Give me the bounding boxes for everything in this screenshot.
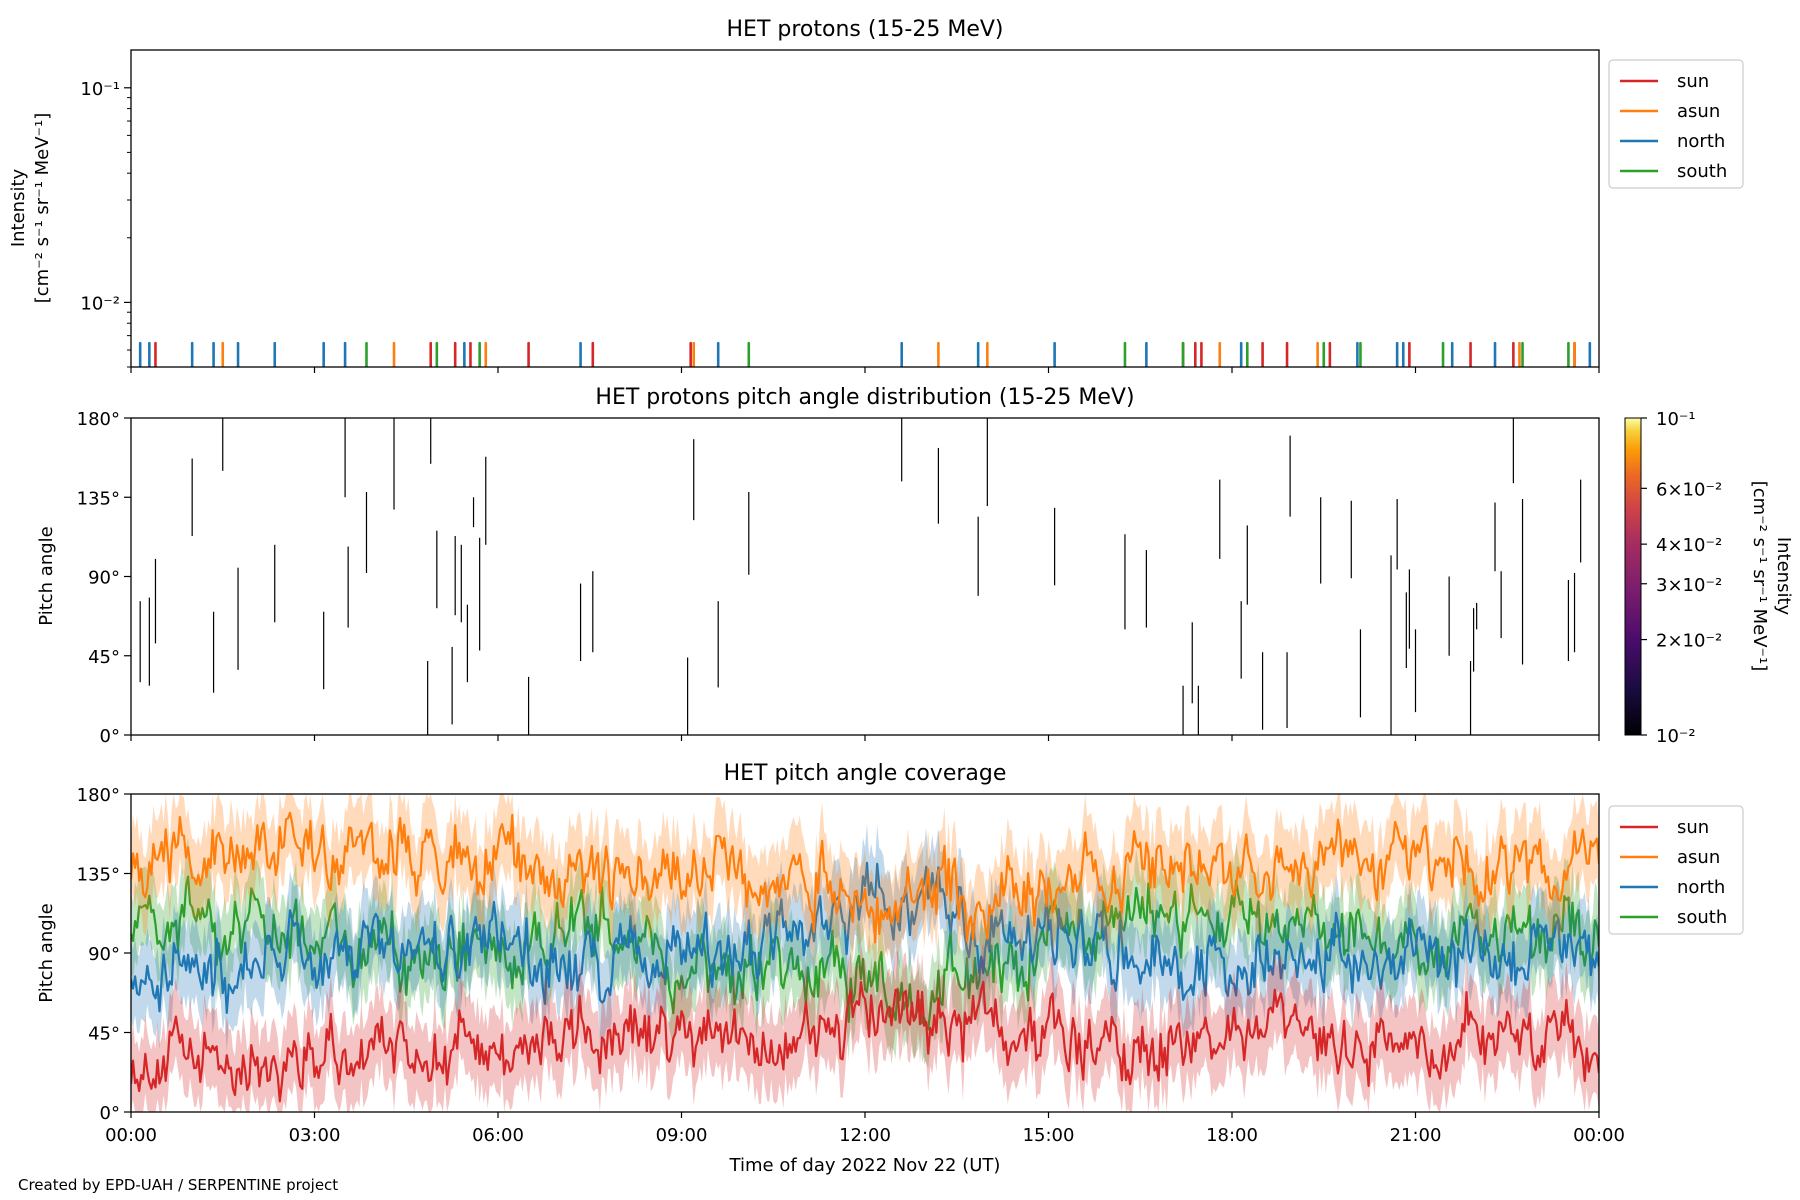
legend-label-north: north <box>1677 131 1725 152</box>
x-tick-label: 00:00 <box>105 1125 157 1146</box>
panel1-ylabel-line1: Intensity <box>8 168 29 247</box>
panel-pitch-distribution: HET protons pitch angle distribution (15… <box>36 385 1794 747</box>
y-tick-label: 0° <box>100 1103 120 1124</box>
panel3-legend: sun asun north south <box>1608 805 1744 935</box>
colorbar-tick-label: 6×10⁻² <box>1656 479 1722 500</box>
y-tick-label: 10⁻² <box>80 293 120 314</box>
coverage-line-north <box>131 861 1599 1014</box>
y-tick-label: 45° <box>88 1024 120 1045</box>
colorbar-tick-label: 10⁻² <box>1656 726 1696 747</box>
legend-label-asun: asun <box>1677 101 1720 122</box>
panel2-frame <box>130 417 1600 736</box>
x-axis-label: Time of day 2022 Nov 22 (UT) <box>729 1155 1001 1176</box>
colorbar-label-line1: Intensity <box>1773 537 1794 616</box>
panel3-axes: 00:00 03:00 06:00 09:00 12:00 15:00 18:00 21:00… <box>77 785 1625 1146</box>
panel2-ylabel: Pitch angle <box>36 526 57 625</box>
legend-label-sun: sun <box>1677 817 1709 838</box>
coverage-line-sun <box>131 980 1599 1103</box>
legend-box <box>1608 805 1744 935</box>
y-tick-label: 180° <box>77 409 120 430</box>
x-tick-label: 12:00 <box>839 1125 891 1146</box>
panel2-axes: 0° 45° 90° 135° 180° <box>77 409 1600 747</box>
coverage-line-asun <box>131 811 1599 944</box>
panel1-title: HET protons (15-25 MeV) <box>727 17 1004 42</box>
panel2-plot-area <box>139 418 1582 735</box>
colorbar-tick-label: 2×10⁻² <box>1656 631 1722 652</box>
y-tick-label: 90° <box>88 568 120 589</box>
x-tick-label: 06:00 <box>472 1125 524 1146</box>
panel1-ylabel-line2: [cm⁻² s⁻¹ sr⁻¹ MeV⁻¹] <box>32 113 53 304</box>
x-tick-label: 18:00 <box>1206 1125 1258 1146</box>
legend-label-north: north <box>1677 877 1725 898</box>
x-tick-label: 21:00 <box>1390 1125 1442 1146</box>
y-tick-label: 135° <box>77 488 120 509</box>
colorbar <box>1624 417 1642 736</box>
x-tick-label: 00:00 <box>1573 1125 1625 1146</box>
colorbar-tick-label: 3×10⁻² <box>1656 575 1722 596</box>
x-tick-label: 15:00 <box>1023 1125 1075 1146</box>
x-tick-label: 09:00 <box>656 1125 708 1146</box>
colorbar-tick-label: 10⁻¹ <box>1656 409 1696 430</box>
legend-label-asun: asun <box>1677 847 1720 868</box>
legend-box <box>1608 59 1744 189</box>
legend-label-south: south <box>1677 907 1727 928</box>
x-tick-label: 03:00 <box>289 1125 341 1146</box>
legend-label-south: south <box>1677 161 1727 182</box>
colorbar-label-line2: [cm⁻² s⁻¹ sr⁻¹ MeV⁻¹] <box>1749 481 1770 672</box>
panel3-title: HET pitch angle coverage <box>724 761 1007 786</box>
y-tick-label: 90° <box>88 944 120 965</box>
y-tick-label: 45° <box>88 647 120 668</box>
coverage-band-sun <box>131 943 1599 1112</box>
panel-intensity: HET protons (15-25 MeV) 10⁻¹ 10⁻² Intensi… <box>8 17 1744 373</box>
legend-label-sun: sun <box>1677 71 1709 92</box>
panel3-plot-area <box>131 794 1599 1112</box>
y-tick-label: 0° <box>100 726 120 747</box>
panel1-legend: sun asun north south <box>1608 59 1744 189</box>
colorbar-tick-label: 4×10⁻² <box>1656 535 1722 556</box>
credit-footer: Created by EPD-UAH / SERPENTINE project <box>18 1176 339 1194</box>
y-tick-label: 180° <box>77 785 120 806</box>
panel2-title: HET protons pitch angle distribution (15… <box>595 385 1134 410</box>
colorbar-axis: 10⁻¹ 6×10⁻² 4×10⁻² 3×10⁻² 2×10⁻² 10⁻² <box>1641 409 1722 747</box>
y-tick-label: 135° <box>77 865 120 886</box>
panel3-ylabel: Pitch angle <box>36 903 57 1002</box>
panel1-plot-area <box>138 341 1592 367</box>
coverage-line-south <box>131 875 1599 1031</box>
y-tick-label: 10⁻¹ <box>80 79 120 100</box>
panel1-frame <box>130 49 1600 368</box>
panel1-axes: 10⁻¹ 10⁻² <box>80 79 1600 373</box>
coverage-band-north <box>131 824 1599 1052</box>
panel-pitch-coverage: HET pitch angle coverage 00:00 03:00 06:00… <box>36 761 1744 1176</box>
